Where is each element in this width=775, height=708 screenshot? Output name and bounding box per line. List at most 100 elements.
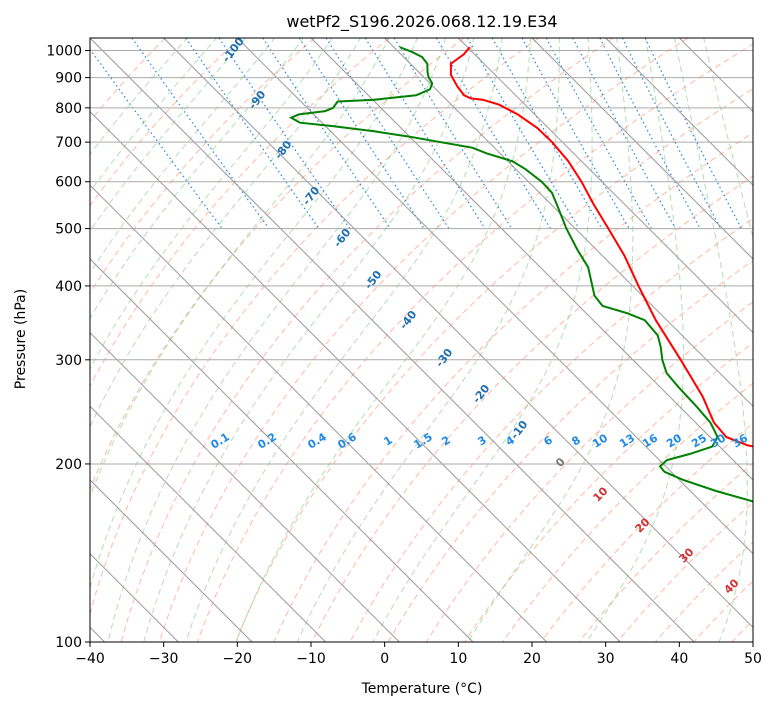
y-tick-label: 1000 bbox=[46, 44, 82, 60]
dry-adiabat-label: -30 bbox=[433, 346, 456, 370]
dry-adiabat-line bbox=[311, 175, 753, 642]
dewpoint-profile-line bbox=[288, 46, 753, 503]
moist-adiabat-line bbox=[90, 38, 189, 156]
x-tick-label: 0 bbox=[380, 651, 389, 667]
dry-adiabat-line bbox=[502, 382, 753, 642]
dry-adiabat-line bbox=[273, 132, 753, 642]
dry-adiabat-line bbox=[196, 43, 753, 642]
isotherm-line bbox=[90, 258, 474, 642]
moist-adiabat-line bbox=[185, 38, 503, 642]
x-tick-label: −30 bbox=[149, 651, 179, 667]
mixing-ratio-label: 10 bbox=[590, 431, 610, 450]
mixing-ratio-line bbox=[521, 38, 630, 229]
isotherm-line bbox=[384, 38, 753, 408]
moist-adiabat-line bbox=[143, 38, 475, 642]
moist-adiabat-label: 30 bbox=[677, 545, 697, 565]
mixing-ratio-label: 0.2 bbox=[255, 430, 278, 451]
moist-adiabat-line bbox=[296, 38, 560, 642]
mixing-ratio-label: 16 bbox=[640, 431, 660, 450]
isotherm-line bbox=[605, 38, 753, 187]
y-tick-label: 300 bbox=[55, 353, 82, 369]
moist-adiabat-label: 0 bbox=[553, 455, 568, 470]
mixing-ratio-line bbox=[131, 38, 270, 229]
x-tick-label: 50 bbox=[744, 651, 762, 667]
moist-adiabat-line bbox=[90, 38, 390, 499]
y-tick-label: 100 bbox=[55, 635, 82, 651]
mixing-ratio-line bbox=[90, 48, 223, 229]
dry-adiabat-line bbox=[464, 342, 753, 642]
y-tick-label: 600 bbox=[55, 175, 82, 191]
mixing-ratio-label: 6 bbox=[541, 433, 555, 448]
mixing-ratio-line bbox=[435, 38, 552, 229]
mixing-ratio-label: 0.1 bbox=[208, 430, 231, 451]
y-tick-label: 800 bbox=[55, 101, 82, 117]
mixing-ratio-line bbox=[218, 38, 351, 229]
mixing-ratio-line bbox=[572, 38, 677, 229]
moist-adiabat-line bbox=[90, 38, 333, 371]
dry-adiabat-label: -60 bbox=[331, 226, 354, 250]
isotherm-line bbox=[310, 38, 753, 481]
dry-adiabat-line bbox=[693, 580, 753, 642]
moist-adiabat-line bbox=[467, 38, 634, 642]
dry-adiabat-line bbox=[770, 38, 775, 642]
dry-adiabat-line bbox=[90, 38, 241, 207]
dry-adiabat-line bbox=[387, 259, 753, 642]
y-tick-label: 900 bbox=[55, 71, 82, 87]
mixing-ratio-line bbox=[545, 38, 652, 229]
dry-adiabat-label: -20 bbox=[470, 382, 493, 406]
y-tick-label: 700 bbox=[55, 135, 82, 151]
isotherm-line bbox=[236, 38, 753, 555]
dry-adiabat-label: -100 bbox=[220, 35, 247, 65]
isotherm-line bbox=[90, 331, 400, 642]
dry-adiabat-label: -50 bbox=[362, 268, 385, 292]
x-tick-label: 20 bbox=[523, 651, 541, 667]
x-tick-label: 40 bbox=[670, 651, 688, 667]
moist-adiabat-line bbox=[586, 38, 685, 642]
x-tick-label: −10 bbox=[296, 651, 326, 667]
moist-adiabat-line bbox=[674, 38, 748, 642]
x-tick-label: 10 bbox=[449, 651, 467, 667]
mixing-ratio-line bbox=[325, 38, 450, 229]
dry-adiabat-line bbox=[90, 38, 540, 617]
isotherm-line bbox=[531, 38, 753, 260]
isotherm-line bbox=[90, 38, 695, 642]
mixing-ratio-label: 0.4 bbox=[305, 430, 329, 452]
dry-adiabat-line bbox=[425, 301, 753, 642]
x-tick-label: −20 bbox=[223, 651, 253, 667]
x-tick-label: 30 bbox=[597, 651, 615, 667]
y-tick-label: 200 bbox=[55, 457, 82, 473]
moist-adiabat-line bbox=[90, 38, 247, 233]
isotherm-line bbox=[457, 38, 753, 334]
x-tick-label: −40 bbox=[75, 651, 105, 667]
dry-adiabat-line bbox=[90, 38, 316, 295]
moist-adiabat-line bbox=[90, 38, 362, 429]
moist-adiabat-line bbox=[90, 38, 418, 591]
isotherm-line bbox=[90, 110, 621, 642]
isotherm-line bbox=[163, 38, 753, 629]
mixing-ratio-label: 1 bbox=[381, 433, 394, 448]
isotherm-line bbox=[752, 38, 753, 39]
dry-adiabat-line bbox=[654, 541, 753, 642]
mixing-ratio-line bbox=[185, 38, 320, 229]
plot-frame bbox=[89, 37, 754, 643]
temperature-profile-line bbox=[449, 46, 753, 448]
dry-adiabat-line bbox=[235, 88, 753, 642]
y-tick-label: 500 bbox=[55, 222, 82, 238]
moist-adiabat-line bbox=[703, 38, 753, 240]
axes: -100-90-80-70-60-50-40-30-20-100.1 0.2 0.4… bbox=[46, 35, 762, 667]
moist-adiabat-line bbox=[235, 38, 532, 642]
mixing-ratio-label: 0.6 bbox=[335, 430, 359, 452]
isotherm-line bbox=[90, 184, 548, 642]
dry-adiabat-line bbox=[158, 38, 689, 642]
isotherm-line bbox=[90, 405, 327, 642]
mixing-ratio-label: 3 bbox=[475, 433, 488, 448]
isotherm-line bbox=[90, 479, 253, 642]
dry-adiabat-line bbox=[349, 217, 753, 642]
moist-adiabat-line bbox=[90, 38, 305, 320]
dry-adiabat-line bbox=[90, 38, 465, 491]
mixing-ratio-line bbox=[621, 38, 722, 229]
mixing-ratio-label: 1.5 bbox=[411, 430, 434, 451]
dry-adiabat-line bbox=[120, 38, 614, 642]
mixing-ratio-line bbox=[298, 38, 425, 229]
